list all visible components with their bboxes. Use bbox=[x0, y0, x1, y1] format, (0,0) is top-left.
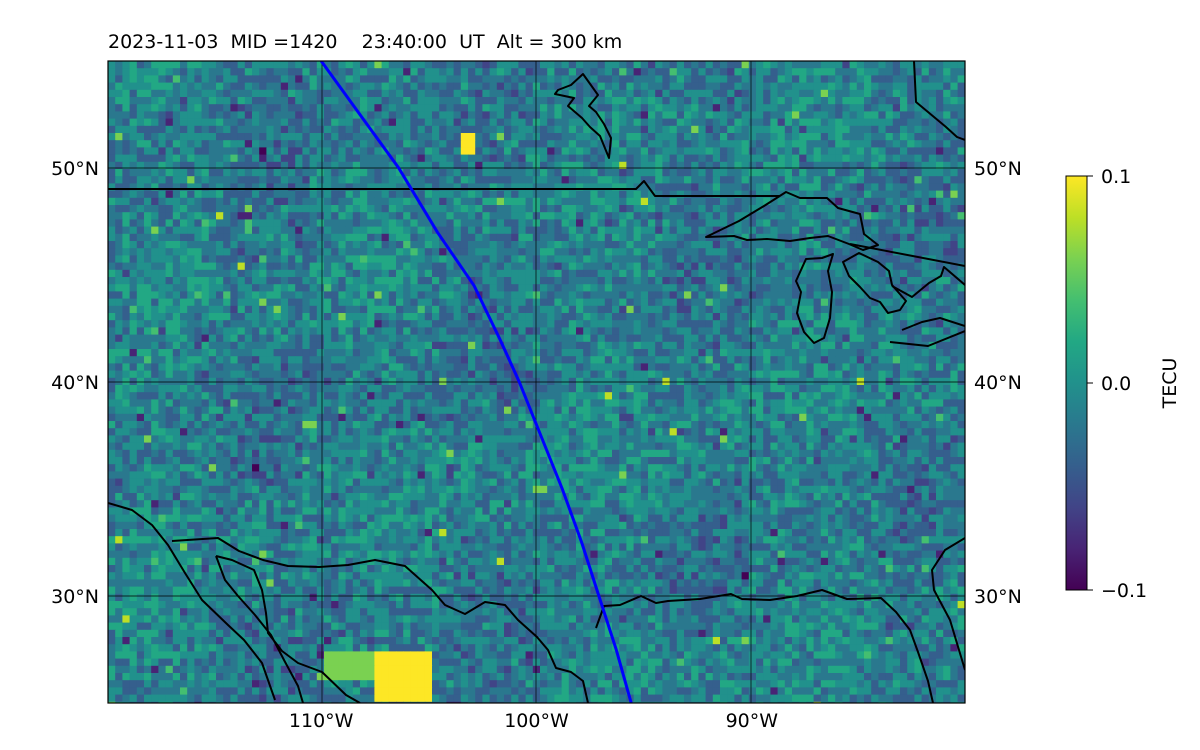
mexico-west-coast bbox=[108, 502, 276, 701]
colorbar-label: TECU bbox=[1159, 358, 1181, 410]
lake-huron bbox=[842, 252, 907, 314]
tec-heatmap bbox=[108, 61, 965, 703]
map-panel bbox=[108, 61, 965, 703]
lon-label: 90°W bbox=[726, 710, 779, 732]
hudson-bay-coast bbox=[554, 73, 612, 159]
map-title: 2023-11-03 MID =1420 23:40:00 UT Alt = 3… bbox=[108, 31, 622, 53]
colorbar: 0.1 0.0 −0.1 TECU bbox=[1065, 166, 1181, 602]
florida-peninsula bbox=[931, 537, 965, 671]
lake-michigan bbox=[795, 253, 834, 344]
lon-label: 110°W bbox=[289, 710, 354, 732]
colorbar-tick-label: 0.1 bbox=[1101, 166, 1131, 188]
lat-label-right: 30°N bbox=[974, 586, 1022, 608]
map-frame bbox=[107, 60, 966, 704]
us-canada-border bbox=[108, 180, 780, 197]
canada-lakes-border bbox=[849, 243, 965, 347]
lake-superior bbox=[705, 191, 879, 251]
lat-label-left: 50°N bbox=[51, 158, 99, 180]
gulf-coast-east bbox=[595, 589, 934, 703]
satellite-track bbox=[319, 61, 633, 703]
lat-label-left: 30°N bbox=[51, 586, 99, 608]
east-coast bbox=[913, 61, 965, 141]
lat-label-left: 40°N bbox=[51, 372, 99, 394]
colorbar-gradient bbox=[1065, 175, 1088, 591]
colorbar-tick-label: −0.1 bbox=[1101, 580, 1147, 602]
coastlines bbox=[108, 61, 965, 703]
colorbar-tick-label: 0.0 bbox=[1101, 373, 1131, 395]
baja-california bbox=[215, 555, 361, 703]
lat-label-right: 50°N bbox=[974, 158, 1022, 180]
lon-label: 100°W bbox=[504, 710, 569, 732]
lat-label-right: 40°N bbox=[974, 372, 1022, 394]
us-mexico-border bbox=[171, 537, 589, 703]
gridlines bbox=[108, 61, 965, 703]
